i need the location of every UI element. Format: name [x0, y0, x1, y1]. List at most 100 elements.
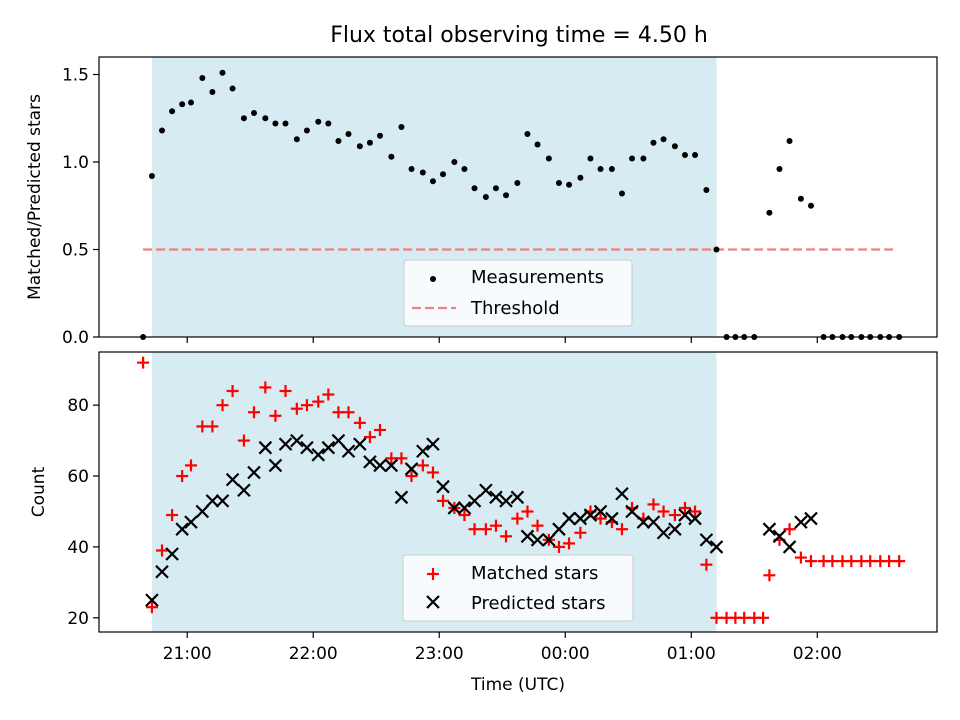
matched-star-point: [594, 512, 607, 525]
predicted-star-point: [552, 522, 566, 536]
matched-star-point: [563, 537, 576, 550]
predicted-star-point: [573, 511, 588, 526]
matched-star-point: [353, 416, 366, 429]
ratio-ytick-label: 1.5: [62, 66, 89, 86]
predicted-star-point: [321, 440, 336, 455]
matched-star-point: [269, 409, 282, 422]
matched-star-point: [312, 395, 325, 408]
predicted-star-point: [605, 511, 619, 526]
matched-star-point: [374, 423, 387, 436]
matched-star-point: [710, 611, 723, 624]
measurement-point: [461, 166, 468, 172]
measurement-point: [713, 246, 720, 253]
matched-star-point: [137, 356, 150, 369]
measurement-point: [566, 181, 573, 188]
measurement-point: [597, 166, 604, 172]
predicted-star-point: [237, 483, 251, 498]
matched-star-point: [826, 555, 839, 568]
ratio-panel: 0.0 0.5 1.0 1.5 Matched/Predicted stars Mea…: [25, 56, 938, 348]
predicted-star-point: [247, 465, 261, 480]
measurement-point: [618, 190, 625, 197]
predicted-star-point: [268, 458, 283, 473]
matched-star-point: [794, 551, 807, 564]
count-ytick-label: 80: [67, 396, 89, 416]
predicted-star-point: [782, 540, 797, 554]
measurement-point: [325, 120, 332, 127]
matched-star-point: [615, 523, 628, 536]
ratio-panel-ticks: 0.0 0.5 1.0 1.5: [62, 66, 818, 348]
measurement-point: [482, 194, 489, 200]
count-panel-frame: [98, 351, 938, 633]
ratio-legend-threshold-label: Threshold: [470, 298, 560, 319]
matched-star-point: [237, 434, 250, 447]
predicted-star-point: [615, 486, 629, 501]
matched-star-point: [184, 459, 197, 472]
matched-star-point: [216, 399, 229, 412]
ratio-ytick-label: 0.5: [62, 241, 89, 261]
predicted-star-point: [457, 501, 472, 515]
count-legend-predicted-marker: [426, 595, 440, 609]
measurement-point: [660, 136, 667, 143]
predicted-star-point: [668, 522, 682, 536]
matched-star-point: [700, 558, 713, 571]
predicted-star-point: [542, 533, 556, 547]
measurement-point: [388, 153, 395, 160]
matched-star-point: [783, 523, 796, 536]
count-panel: 20 40 60 80 21:00 22:00 23:00 00:00 01:00 02:00 C…: [29, 351, 938, 695]
measurement-point: [555, 180, 562, 186]
matched-star-point: [763, 569, 776, 582]
measurement-point: [492, 185, 499, 192]
predicted-star-point: [363, 455, 377, 469]
predicted-star-point: [215, 494, 230, 508]
predicted-star-point: [258, 440, 273, 455]
predicted-star-point: [145, 593, 159, 607]
ratio-legend-box: [403, 259, 633, 327]
count-legend-predicted-label: Predicted stars: [471, 593, 605, 614]
predicted-star-point: [195, 504, 210, 519]
matched-star-point: [385, 452, 398, 465]
matched-star-point: [804, 555, 817, 568]
ratio-panel-ylabel: Matched/Predicted stars: [25, 94, 45, 300]
predicted-star-point: [311, 448, 326, 462]
predicted-star-point: [165, 547, 179, 561]
predicted-star-point: [290, 433, 304, 448]
matched-star-point: [395, 452, 408, 465]
predicted-star-point: [489, 490, 503, 505]
measurement-point: [199, 75, 206, 81]
matched-star-point: [363, 431, 376, 444]
count-legend-matched-marker: [427, 568, 439, 580]
figure-title: Flux total observing time = 4.50 h: [330, 23, 708, 48]
predicted-star-point: [520, 529, 535, 544]
predicted-star-point: [416, 444, 430, 459]
measurement-point: [524, 131, 531, 137]
ratio-ytick-label: 0.0: [62, 328, 89, 348]
matched-star-point: [342, 406, 355, 419]
matched-star-point: [426, 466, 439, 479]
measurement-point: [545, 155, 552, 162]
measurement-point: [766, 209, 773, 216]
count-xtick-label: 22:00: [289, 644, 338, 664]
matched-star-point: [738, 611, 751, 624]
count-xtick-label: 01:00: [667, 644, 716, 664]
measurement-point: [514, 180, 521, 186]
measurement-point: [356, 143, 363, 150]
predicted-star-point: [447, 501, 462, 515]
measurement-point: [577, 174, 584, 181]
ratio-ytick-label: 1.0: [62, 153, 89, 173]
measurement-point: [219, 69, 226, 76]
matched-star-point: [196, 420, 209, 433]
predicted-star-point: [678, 508, 692, 522]
predicted-star-point: [384, 458, 399, 473]
predicted-star-point: [184, 515, 198, 529]
measurement-point: [262, 115, 269, 122]
measurement-point: [169, 108, 176, 115]
predicted-star-point: [794, 515, 808, 529]
measurement-point: [209, 89, 216, 95]
measurement-point: [366, 139, 373, 146]
predicted-star-point: [636, 515, 651, 529]
measurement-point: [282, 120, 289, 127]
measurement-point: [419, 169, 426, 176]
count-legend-matched-label: Matched stars: [471, 563, 598, 584]
predicted-star-point: [593, 504, 608, 519]
